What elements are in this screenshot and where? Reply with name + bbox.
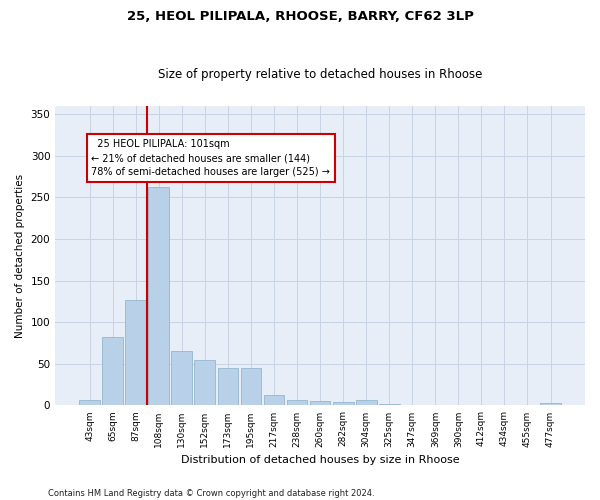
Bar <box>172 352 192 406</box>
Bar <box>148 186 169 406</box>
Bar <box>125 300 146 406</box>
Bar <box>287 400 307 406</box>
Bar <box>356 400 377 406</box>
Bar <box>540 403 561 406</box>
Bar <box>79 400 100 406</box>
Bar <box>218 368 238 406</box>
Bar <box>263 394 284 406</box>
Text: 25 HEOL PILIPALA: 101sqm
← 21% of detached houses are smaller (144)
78% of semi-: 25 HEOL PILIPALA: 101sqm ← 21% of detach… <box>91 139 331 177</box>
Text: Contains HM Land Registry data © Crown copyright and database right 2024.: Contains HM Land Registry data © Crown c… <box>48 488 374 498</box>
Text: 25, HEOL PILIPALA, RHOOSE, BARRY, CF62 3LP: 25, HEOL PILIPALA, RHOOSE, BARRY, CF62 3… <box>127 10 473 23</box>
Bar <box>194 360 215 406</box>
Title: Size of property relative to detached houses in Rhoose: Size of property relative to detached ho… <box>158 68 482 81</box>
Bar <box>102 337 123 406</box>
X-axis label: Distribution of detached houses by size in Rhoose: Distribution of detached houses by size … <box>181 455 460 465</box>
Bar <box>333 402 353 406</box>
Y-axis label: Number of detached properties: Number of detached properties <box>15 174 25 338</box>
Bar <box>241 368 262 406</box>
Bar <box>310 402 331 406</box>
Bar <box>379 404 400 406</box>
